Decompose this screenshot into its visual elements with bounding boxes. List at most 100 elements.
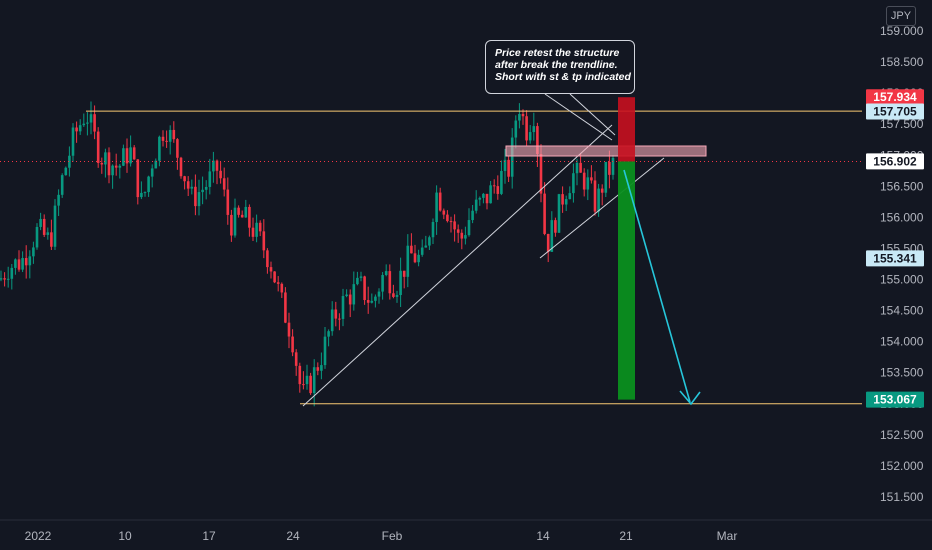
candle-body [165,140,168,142]
candle-body [186,181,190,189]
candle-body [586,177,590,190]
candle-body [514,120,518,138]
candle-body [521,114,525,117]
candle-body [316,367,320,371]
candle-body [532,126,536,133]
candle-body [464,235,467,239]
candle-body [140,192,143,198]
candle-body [96,131,100,163]
candle-body [89,114,93,123]
price-tag-label: 155.341 [873,251,917,265]
candle-body [568,193,572,200]
price-tick-label: 152.500 [880,428,924,442]
time-tick-label: Mar [717,529,738,543]
retest-zone [505,145,707,157]
candle-body [298,365,302,385]
price-tick-label: 152.000 [880,459,924,473]
price-tick-label: 157.500 [880,117,924,131]
candle-body [525,116,528,141]
candle-body [68,155,71,168]
candle-body [395,295,399,297]
candle-body [266,250,269,268]
candle-body [611,157,615,175]
currency-label[interactable]: JPY [886,6,916,26]
candle-body [161,136,165,141]
candle-body [446,214,449,222]
candle-body [528,132,532,141]
candle-body [370,300,374,303]
price-tick-label: 153.500 [880,366,924,380]
time-tick-label: Feb [382,529,403,543]
price-tag [866,89,924,106]
time-tick-label: 10 [118,529,132,543]
candle-body [3,278,6,280]
price-tag-label: 153.067 [873,393,917,407]
candle-body [284,292,287,323]
price-tick-label: 156.000 [880,210,924,224]
candle-body [240,214,244,218]
candle-body [132,147,136,160]
candlestick-series [0,101,615,407]
callout-pointer [544,93,613,141]
candle-body [204,186,208,190]
candle-body [406,245,410,277]
candle-body [197,192,201,207]
projection-arrow-line [623,169,691,403]
candle-body [143,192,147,194]
candle-body [492,185,496,187]
price-tick-label: 159.000 [880,24,924,38]
candle-body [244,206,248,218]
candle-body [35,226,39,248]
candle-body [312,367,316,394]
candle-body [341,296,345,319]
candle-body [438,192,442,211]
candle-body [208,171,212,187]
candle-body [392,293,395,297]
price-tick-label: 156.500 [880,179,924,193]
candle-body [334,309,338,319]
candle-body [456,229,460,233]
candle-body [323,336,327,366]
annotation-callout[interactable]: Price retest the structure after break t… [485,40,635,94]
candle-body [122,148,125,166]
candle-body [118,165,122,168]
candle-body [435,192,438,223]
candle-body [518,114,521,121]
candle-body [255,222,258,237]
candle-body [237,207,240,215]
candle-body [158,136,161,161]
candle-body [402,270,406,277]
candle-body [258,222,262,232]
candle-body [100,162,104,165]
candle-body [546,233,550,252]
price-tick-label: 158.500 [880,55,924,69]
candle-body [248,206,251,228]
candle-body [114,165,118,168]
candle-body [46,232,50,235]
candle-body [233,207,237,236]
price-tag [866,153,924,170]
candle-body [579,162,582,173]
candle-body [449,221,453,223]
candle-body [590,177,593,181]
candle-body [6,278,10,280]
candle-body [111,165,114,176]
candle-body [471,210,474,221]
candle-body [503,159,507,171]
time-tick-label: 2022 [25,529,52,543]
candle-body [320,365,323,371]
candle-body [302,384,305,386]
candle-body [428,237,431,246]
candle-body [82,123,86,126]
candle-body [500,170,503,194]
candle-body [147,176,150,193]
price-tick-label: 154.000 [880,335,924,349]
candle-body [539,154,543,194]
candle-body [327,331,330,337]
take-profit-zone [618,161,635,400]
annotation-line-2: after break the trendline. [495,59,618,71]
candle-body [201,189,204,193]
candle-body [190,186,194,189]
candle-body [276,282,280,284]
